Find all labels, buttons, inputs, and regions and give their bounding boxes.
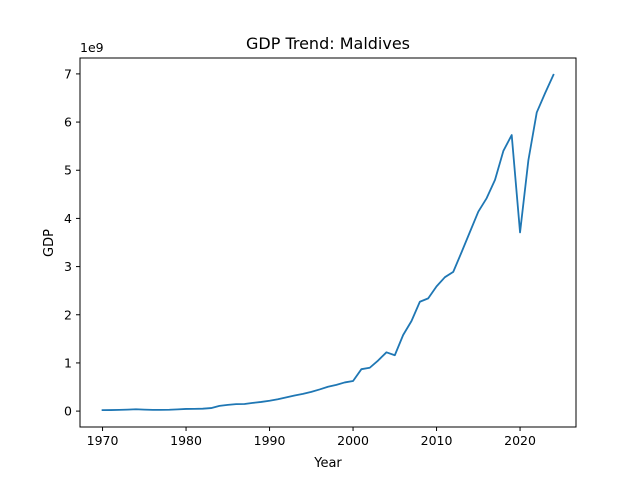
y-tick-label: 6 xyxy=(64,115,72,130)
plot-frame xyxy=(79,57,577,428)
y-tick-label: 5 xyxy=(64,163,72,178)
x-tick-label: 1980 xyxy=(170,433,202,448)
x-tick-label: 2010 xyxy=(421,433,453,448)
x-axis-label: Year xyxy=(313,456,342,471)
series-line xyxy=(101,73,555,412)
y-tick-label: 1 xyxy=(64,355,72,370)
chart-title: GDP Trend: Maldives xyxy=(246,34,410,53)
x-tick-label: 2000 xyxy=(337,433,369,448)
y-tick-label: 0 xyxy=(64,404,72,419)
y-tick-label: 4 xyxy=(64,211,72,226)
y-tick-label: 2 xyxy=(64,307,72,322)
x-tick-label: 1990 xyxy=(254,433,286,448)
y-scale-offset-label: 1e9 xyxy=(80,40,104,55)
x-tick-label: 2020 xyxy=(504,433,536,448)
x-tick-label: 1970 xyxy=(87,433,119,448)
y-tick-label: 7 xyxy=(64,66,72,81)
y-axis-label: GDP xyxy=(42,229,57,257)
y-tick-label: 3 xyxy=(64,259,72,274)
